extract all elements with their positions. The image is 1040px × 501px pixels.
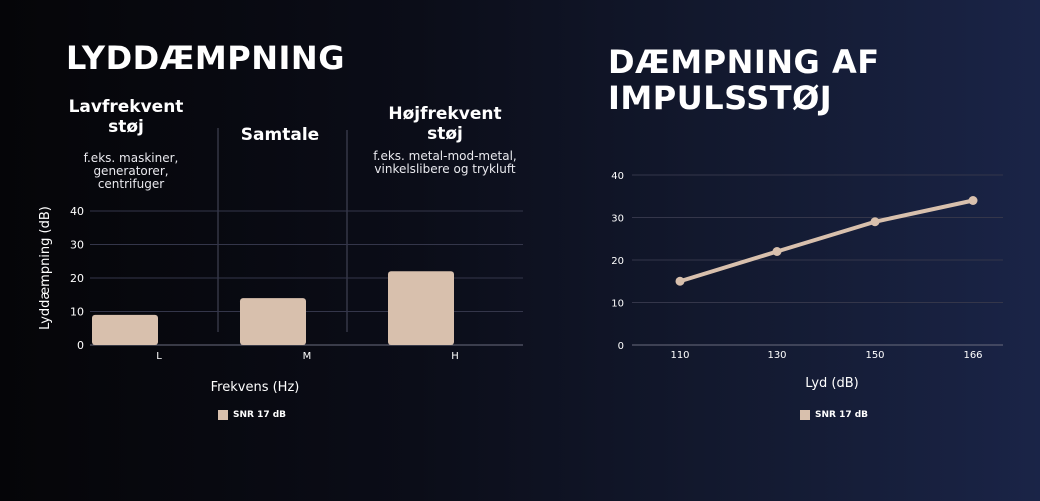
bar [388, 271, 454, 345]
x-tick-label: L [156, 351, 162, 362]
y-tick-label: 40 [70, 205, 84, 218]
x-tick-label: 150 [865, 350, 884, 361]
band-mid-title-line-1: Samtale [240, 125, 320, 145]
band-low-title-line-2: støj [108, 117, 144, 137]
band-low-desc-line-2: generatorer, [93, 164, 169, 178]
y-tick-label: 40 [611, 171, 624, 182]
data-point [870, 217, 880, 227]
y-tick-label: 30 [70, 239, 84, 252]
x-tick-label: 110 [670, 350, 689, 361]
x-axis-label: Frekvens (Hz) [211, 380, 300, 395]
bar [92, 314, 158, 345]
band-low-description: f.eks. maskiner, generatorer, centrifuge… [56, 152, 206, 191]
band-high-desc-line-1: f.eks. metal-mod-metal, [373, 149, 517, 163]
band-high-title: Højfrekvent støj [375, 104, 515, 144]
band-high-description: f.eks. metal-mod-metal, vinkelslibere og… [345, 150, 545, 176]
y-tick-label: 10 [611, 299, 624, 310]
band-high-title-line-1: Højfrekvent [388, 104, 502, 124]
band-low-title-line-1: Lavfrekvent [68, 97, 184, 117]
bar-chart: 0 10 20 30 40 L M H Frekvens (Hz) Lyddæmpning (dB… [38, 128, 523, 395]
band-low-desc-line-1: f.eks. maskiner, [83, 151, 179, 165]
y-tick-label: 20 [611, 256, 624, 267]
x-tick-label: H [451, 351, 459, 362]
series-line [678, 198, 975, 284]
band-low-desc-line-3: centrifuger [97, 177, 165, 191]
x-axis-label: Lyd (dB) [805, 376, 858, 391]
right-title-line-1: DÆMPNING AF [608, 43, 880, 81]
line-chart-legend: SNR 17 dB [800, 410, 868, 420]
right-title-line-2: IMPULSSTØJ [608, 79, 833, 117]
y-tick-label: 10 [70, 306, 84, 319]
x-tick-label: M [303, 351, 312, 362]
band-high-desc-line-2: vinkelslibere og trykluft [374, 162, 516, 176]
data-point [772, 247, 782, 256]
line-chart: 0 10 20 30 40 110 130 150 166 Lyd (dB) [611, 171, 1003, 391]
legend-swatch [218, 410, 228, 420]
x-tick-label: 166 [963, 350, 982, 361]
left-chart-title: LYDDÆMPNING [66, 39, 345, 77]
bar-chart-legend: SNR 17 dB [218, 410, 286, 420]
y-tick-label: 30 [611, 214, 624, 225]
data-point [968, 196, 978, 205]
right-chart-title: DÆMPNING AF IMPULSSTØJ [608, 44, 880, 116]
band-high-title-line-2: støj [427, 124, 463, 144]
y-tick-label: 20 [70, 272, 84, 285]
y-tick-label: 0 [77, 339, 84, 352]
y-axis-label: Lyddæmpning (dB) [38, 206, 53, 330]
data-point [675, 276, 685, 286]
band-mid-title: Samtale [220, 125, 340, 145]
legend-swatch [800, 410, 810, 420]
x-tick-label: 130 [767, 350, 786, 361]
band-low-title: Lavfrekvent støj [56, 97, 196, 137]
legend-label: SNR 17 dB [233, 410, 287, 420]
legend-label: SNR 17 dB [815, 410, 869, 420]
bar [240, 298, 306, 345]
y-tick-label: 0 [618, 341, 624, 352]
